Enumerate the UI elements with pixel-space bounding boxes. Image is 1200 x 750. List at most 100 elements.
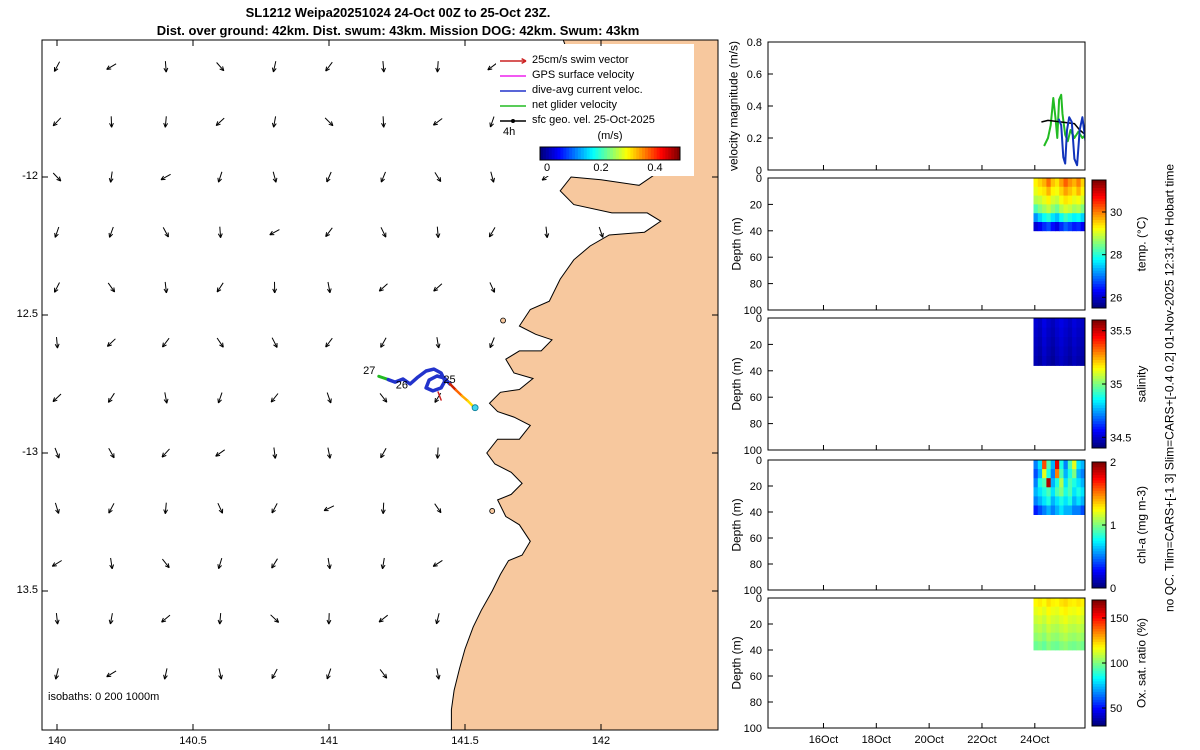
legend-label-gps-velocity: GPS surface velocity [532,69,635,81]
temp-colorbar-label: temp. (°C) [1134,216,1149,272]
tick-label: 20 [750,199,762,211]
colorbar-tick-label: 35 [1110,379,1122,391]
glider-track-segment [460,394,470,403]
tick-label: 100 [744,305,762,317]
time-tick-label: 18Oct [862,734,891,746]
velocity-axis-label: velocity magnitude (m/s) [726,40,741,172]
depth-axis-label: Depth (m) [729,636,744,690]
tick-label: 100 [744,723,762,735]
depth-axis-label: Depth (m) [729,357,744,411]
depth-axis-label: Depth (m) [729,498,744,552]
land [451,40,718,730]
tick-label: 0.6 [747,69,762,81]
tick-label: 20 [750,339,762,351]
colorbar-tick-label: 100 [1110,658,1128,670]
surfacing-label: 25 [443,374,455,386]
map-ytick-label: 13.5 [16,584,38,596]
tick-label: 0 [756,593,762,605]
figure-title: SL1212 Weipa20251024 24-Oct 00Z to 25-Oc… [245,5,551,20]
surfacing-label: 26 [396,380,408,392]
tick-label: 20 [750,619,762,631]
tick-label: 20 [750,481,762,493]
map-ytick-label: 12.5 [16,308,38,320]
colorbar-tick-label: 34.5 [1110,432,1131,444]
tick-label: 100 [744,585,762,597]
glider-track-segment [386,367,452,393]
map: 27 26 25 [42,40,718,730]
tick-label: 0 [756,313,762,325]
figure-subtitle: Dist. over ground: 42km. Dist. swum: 43k… [156,23,640,38]
legend-colorbar-tick: 0.4 [647,162,663,174]
map-xtick-label: 140.5 [179,735,207,747]
colorbar-tick-label: 30 [1110,207,1122,219]
legend-duration-label: 4h [503,126,516,138]
time-tick-label: 22Oct [967,734,996,746]
map-xtick-label: 141.5 [451,735,479,747]
glider-position-marker [471,404,479,412]
glider-track-segment [448,382,458,392]
tick-label: 0.8 [747,37,762,49]
glider-track-segment [466,399,475,408]
tick-label: 40 [750,226,762,238]
surfacing-label: 27 [363,365,375,377]
colorbar-tick-label: 1 [1110,520,1116,532]
legend-label-sfc-geo-velocity: sfc geo. vel. 25-Oct-2025 [532,114,655,126]
legend-label-dive-avg-velocity: dive-avg current veloc. [532,84,643,96]
panel-frame [767,177,1086,311]
tick-label: 0.4 [747,101,762,113]
panel-velocity [1041,93,1085,167]
panel-chl [1033,460,1085,515]
tick-label: 100 [744,445,762,457]
tick-label: 80 [750,279,762,291]
panel-frame [767,317,1086,451]
map-frame [41,39,719,731]
panel-frame [767,597,1086,729]
isobaths-label: isobaths: 0 200 1000m [48,691,160,703]
legend-colorbar-tick: 0.2 [593,162,609,174]
panel-oxsat [1033,598,1085,651]
tick-label: 40 [750,366,762,378]
time-tick-label: 24Oct [1020,734,1049,746]
colorbar-tick-label: 26 [1110,292,1122,304]
tick-label: 60 [750,533,762,545]
panel-salinity [1033,318,1085,366]
legend-colorbar-title: (m/s) [597,130,623,142]
map-ytick-label: -13 [22,446,38,458]
velocity-series [1057,116,1085,167]
legend-colorbar-tick: 0 [543,162,551,174]
processing-note: no QC. Tlim=CARS+[-1 3] Slim=CARS+[-0.4 … [1162,164,1177,612]
tick-label: 40 [750,507,762,519]
colorbar-tick-label: 50 [1110,703,1122,715]
salinity-colorbar-label: salinity [1134,365,1149,403]
tick-label: 0 [756,173,762,185]
colorbar-tick-label: 28 [1110,250,1122,262]
legend-colorbar [539,146,681,161]
tick-label: 0 [756,455,762,467]
coastline [450,40,662,730]
glider-track-segment [454,388,464,398]
time-tick-label: 20Oct [914,734,943,746]
island [500,317,506,324]
tick-label: 60 [750,392,762,404]
colorbar-tick-label: 0 [1110,583,1116,595]
map-xtick-label: 141 [319,735,339,747]
tick-label: 0 [756,165,762,177]
legend-label-swim-vector: 25cm/s swim vector [532,54,629,66]
chl-colorbar-label: chl-a (mg m-3) [1134,485,1149,565]
tick-label: 60 [750,671,762,683]
depth-axis-label: Depth (m) [729,217,744,271]
map-xtick-label: 142 [591,735,611,747]
current-vector-arrows [51,61,604,680]
oxsat-colorbar-label: Ox. sat. ratio (%) [1134,617,1149,709]
tick-label: 80 [750,697,762,709]
panel-temp [1033,178,1085,232]
island [489,508,496,514]
tick-label: 80 [750,559,762,571]
colorbar-tick-label: 150 [1110,613,1128,625]
map-xtick-label: 140 [47,735,67,747]
glider-track-segment [437,391,442,401]
legend-label-net-glider-velocity: net glider velocity [532,99,617,111]
panel-frame [767,459,1086,591]
